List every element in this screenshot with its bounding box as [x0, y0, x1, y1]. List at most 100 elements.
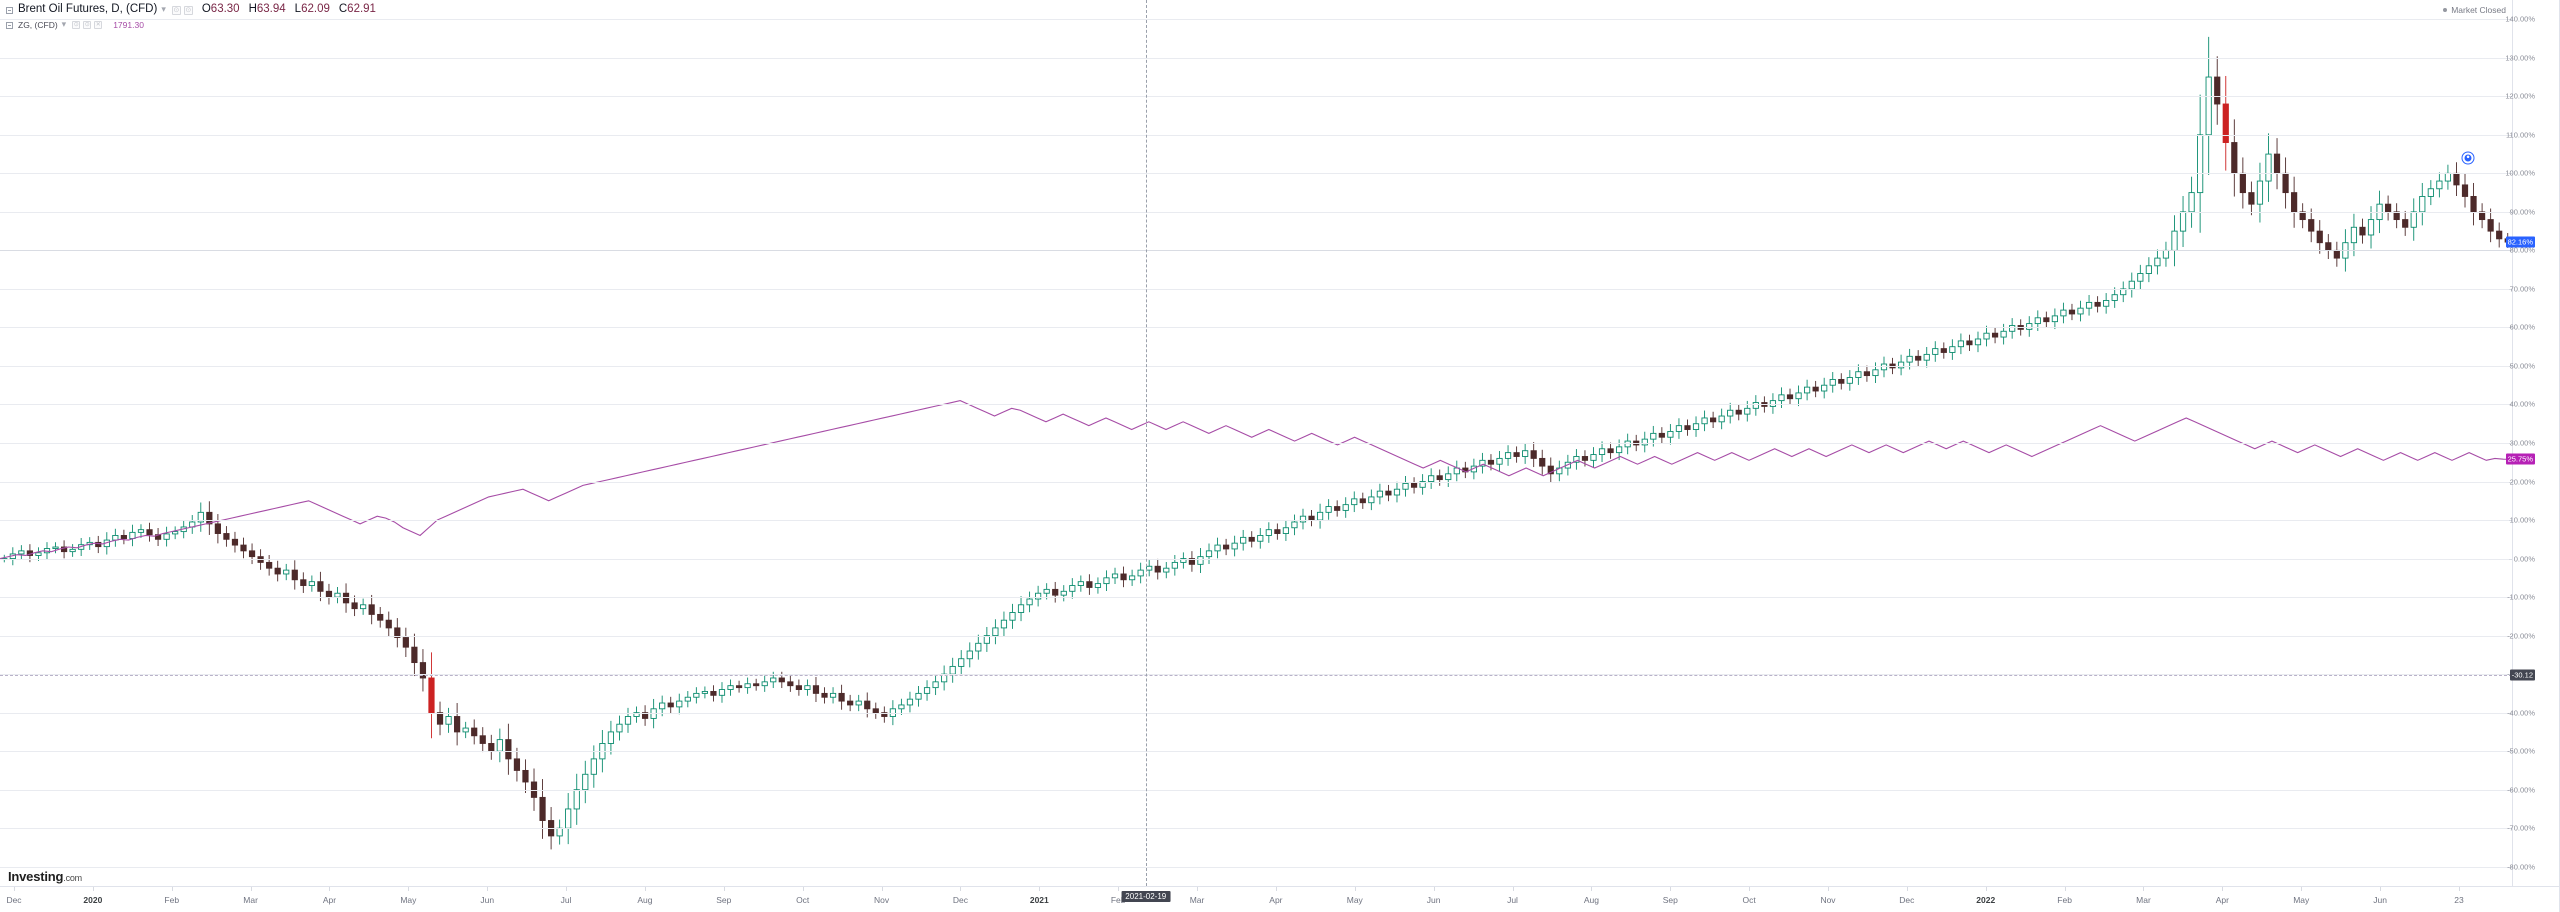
y-axis-tick — [2509, 789, 2512, 791]
legend-row-secondary[interactable]: ZG, (CFD) ▾ ⊙ ⊙ ✕ 1791.30 — [6, 19, 376, 31]
x-axis-tick — [960, 887, 962, 891]
y-axis-tick — [2509, 327, 2512, 329]
x-axis-label: 23 — [2454, 895, 2464, 905]
x-axis-tick — [644, 887, 646, 891]
gridline-horizontal — [0, 96, 2512, 98]
market-status-label: Market Closed — [2451, 5, 2506, 15]
x-axis-tick — [881, 887, 883, 891]
x-axis-label: Sep — [716, 895, 732, 905]
legend-symbol-secondary[interactable]: ZG, (CFD) — [18, 19, 58, 30]
last-price-marker[interactable]: ● — [2462, 152, 2474, 164]
ohlc-high-key: H — [248, 3, 257, 16]
collapse-box-icon[interactable] — [6, 6, 13, 14]
y-axis-tick — [2509, 597, 2512, 599]
x-axis-tick — [1197, 887, 1199, 891]
investing-watermark: Investing.com — [8, 869, 82, 884]
x-axis-tick — [250, 887, 252, 891]
x-axis-label: Dec — [952, 895, 968, 905]
price-axis[interactable]: 140.00% 130.00% 120.00% 110.00% 100.00% 90.00… — [2505, 0, 2536, 886]
gridline-horizontal — [0, 443, 2512, 444]
y-axis-label: -10.00% — [2507, 592, 2535, 602]
y-axis-label: 110.00% — [2505, 130, 2535, 140]
y-axis-tick — [2509, 404, 2512, 406]
x-axis-label: May — [2293, 895, 2310, 905]
ohlc-close-value: 62.91 — [347, 3, 376, 16]
y-axis-label: 50.00% — [2509, 361, 2535, 371]
watermark-brand: Investing — [8, 869, 64, 884]
x-axis-label: Aug — [637, 895, 653, 905]
y-axis-label: -80.00% — [2507, 862, 2535, 872]
x-axis-label: May — [400, 895, 417, 905]
baseline-price-badge: -30.12 — [2509, 669, 2535, 681]
ohlc-low-key: L — [294, 3, 302, 16]
y-axis-tick — [2509, 250, 2512, 252]
y-axis-label: 80.00% — [2509, 245, 2535, 255]
x-axis-tick — [487, 887, 489, 891]
x-axis-label: Dec — [1899, 895, 1915, 905]
y-axis-label: 40.00% — [2509, 399, 2535, 409]
legend-value-secondary: 1791.30 — [113, 19, 144, 30]
chevron-down-icon-secondary[interactable]: ▾ — [61, 18, 67, 29]
settings-icon-secondary[interactable]: ⊙ — [72, 21, 81, 29]
y-axis-tick — [2509, 365, 2512, 367]
y-axis-label: 30.00% — [2509, 438, 2535, 448]
y-axis-tick — [2509, 57, 2512, 59]
gridline-horizontal — [0, 134, 2512, 136]
visibility-icon-secondary[interactable]: ⊙ — [83, 21, 92, 29]
gridline-horizontal — [0, 481, 2512, 483]
gridline-horizontal — [0, 558, 2512, 560]
x-axis-tick — [1906, 887, 1908, 891]
x-axis-tick — [2301, 887, 2303, 891]
gridline-horizontal — [0, 57, 2512, 59]
ohlc-open-key: O — [201, 3, 211, 16]
x-axis-tick — [2380, 887, 2382, 891]
x-axis-tick — [1985, 887, 1987, 891]
x-axis-tick — [566, 887, 568, 891]
gridline-horizontal — [0, 19, 2512, 21]
x-axis-tick — [2222, 887, 2224, 891]
y-axis-label: 140.00% — [2505, 14, 2535, 24]
collapse-box-icon-secondary[interactable] — [6, 21, 13, 29]
y-axis-tick — [2509, 828, 2512, 830]
x-axis-tick — [92, 887, 94, 891]
gridline-horizontal — [0, 173, 2512, 175]
chart-plot-area[interactable]: ● 140.00% 130.00% 120.00% 110.00% 100.00% 90.… — [0, 0, 2536, 886]
y-axis-label: 10.00% — [2509, 515, 2535, 525]
x-axis-tick — [802, 887, 804, 891]
legend-controls-secondary: ⊙ ⊙ ✕ — [72, 21, 103, 29]
y-axis-label: -20.00% — [2507, 631, 2535, 641]
status-dot-icon — [2443, 8, 2448, 12]
ohlc-open: O63.30 — [202, 4, 240, 16]
y-axis-label: 90.00% — [2509, 207, 2535, 217]
x-axis-label: Mar — [2136, 895, 2151, 905]
y-axis-label: 130.00% — [2505, 53, 2535, 63]
legend-symbol-primary[interactable]: Brent Oil Futures, D, (CFD) — [18, 3, 158, 16]
gridline-horizontal — [0, 327, 2512, 329]
ohlc-high: H63.94 — [249, 4, 286, 16]
x-axis-tick — [1118, 887, 1120, 891]
visibility-icon[interactable]: ⊙ — [183, 5, 193, 15]
gridline-horizontal — [0, 211, 2512, 213]
y-axis-label: 60.00% — [2509, 322, 2535, 332]
x-axis-tick — [2143, 887, 2145, 891]
x-axis-label: Feb — [1110, 895, 1126, 905]
gridline-horizontal — [0, 520, 2512, 522]
x-axis-label: Dec — [6, 895, 22, 905]
time-axis[interactable]: Dec 2020 Feb Mar Apr May Jun Jul Aug Sep Oct Nov Dec… — [0, 886, 2560, 912]
x-axis-label: Aug — [1583, 895, 1599, 905]
crosshair-date-badge: 2021-02-19 — [1121, 891, 1171, 902]
x-axis-tick — [171, 887, 173, 891]
baseline-dashed-line — [0, 674, 2512, 676]
settings-icon[interactable]: ⊙ — [171, 5, 181, 15]
gridline-horizontal — [0, 635, 2512, 637]
close-icon[interactable]: ✕ — [94, 21, 103, 29]
x-axis-label: Oct — [796, 895, 810, 905]
chevron-down-icon[interactable]: ▾ — [161, 3, 166, 14]
x-axis-tick — [1039, 887, 1041, 891]
chart-legend: Brent Oil Futures, D, (CFD) ▾ ⊙ ⊙ O63.30… — [6, 4, 376, 34]
x-axis-tick — [1828, 887, 1829, 891]
x-axis-tick — [1591, 887, 1593, 891]
x-axis-label: Feb — [2057, 895, 2072, 905]
y-axis-tick — [2509, 443, 2512, 444]
legend-row-primary[interactable]: Brent Oil Futures, D, (CFD) ▾ ⊙ ⊙ O63.30… — [6, 4, 376, 16]
